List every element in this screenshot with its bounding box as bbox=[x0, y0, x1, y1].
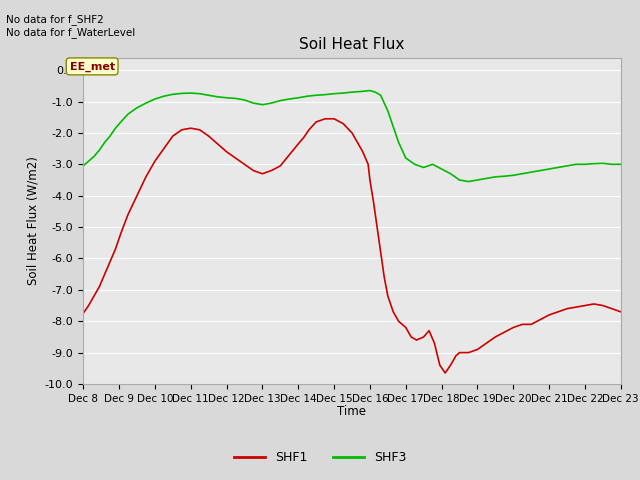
Y-axis label: Soil Heat Flux (W/m2): Soil Heat Flux (W/m2) bbox=[26, 156, 39, 285]
SHF3 bbox=[303, 93, 311, 99]
SHF1 bbox=[111, 246, 119, 252]
SHF1 bbox=[518, 322, 526, 327]
SHF3 bbox=[79, 163, 87, 169]
SHF1 bbox=[492, 334, 499, 340]
SHF1 bbox=[79, 311, 87, 316]
SHF3 bbox=[509, 172, 517, 178]
Legend: SHF1, SHF3: SHF1, SHF3 bbox=[229, 446, 411, 469]
SHF1 bbox=[474, 347, 481, 352]
SHF3 bbox=[232, 96, 239, 101]
SHF1 bbox=[563, 306, 571, 312]
SHF1 bbox=[442, 370, 449, 376]
SHF1 bbox=[500, 329, 508, 335]
Line: SHF1: SHF1 bbox=[83, 119, 621, 373]
SHF3 bbox=[465, 179, 472, 184]
Title: Soil Heat Flux: Soil Heat Flux bbox=[300, 37, 404, 52]
SHF3 bbox=[106, 133, 114, 139]
Text: EE_met: EE_met bbox=[70, 61, 115, 72]
SHF3 bbox=[617, 161, 625, 167]
Line: SHF3: SHF3 bbox=[83, 91, 621, 181]
SHF1 bbox=[617, 309, 625, 315]
SHF1 bbox=[321, 116, 329, 122]
SHF3 bbox=[366, 88, 374, 94]
X-axis label: Time: Time bbox=[337, 405, 367, 418]
SHF3 bbox=[312, 92, 320, 98]
Text: No data for f_SHF2
No data for f_WaterLevel: No data for f_SHF2 No data for f_WaterLe… bbox=[6, 14, 136, 38]
SHF3 bbox=[196, 91, 204, 96]
